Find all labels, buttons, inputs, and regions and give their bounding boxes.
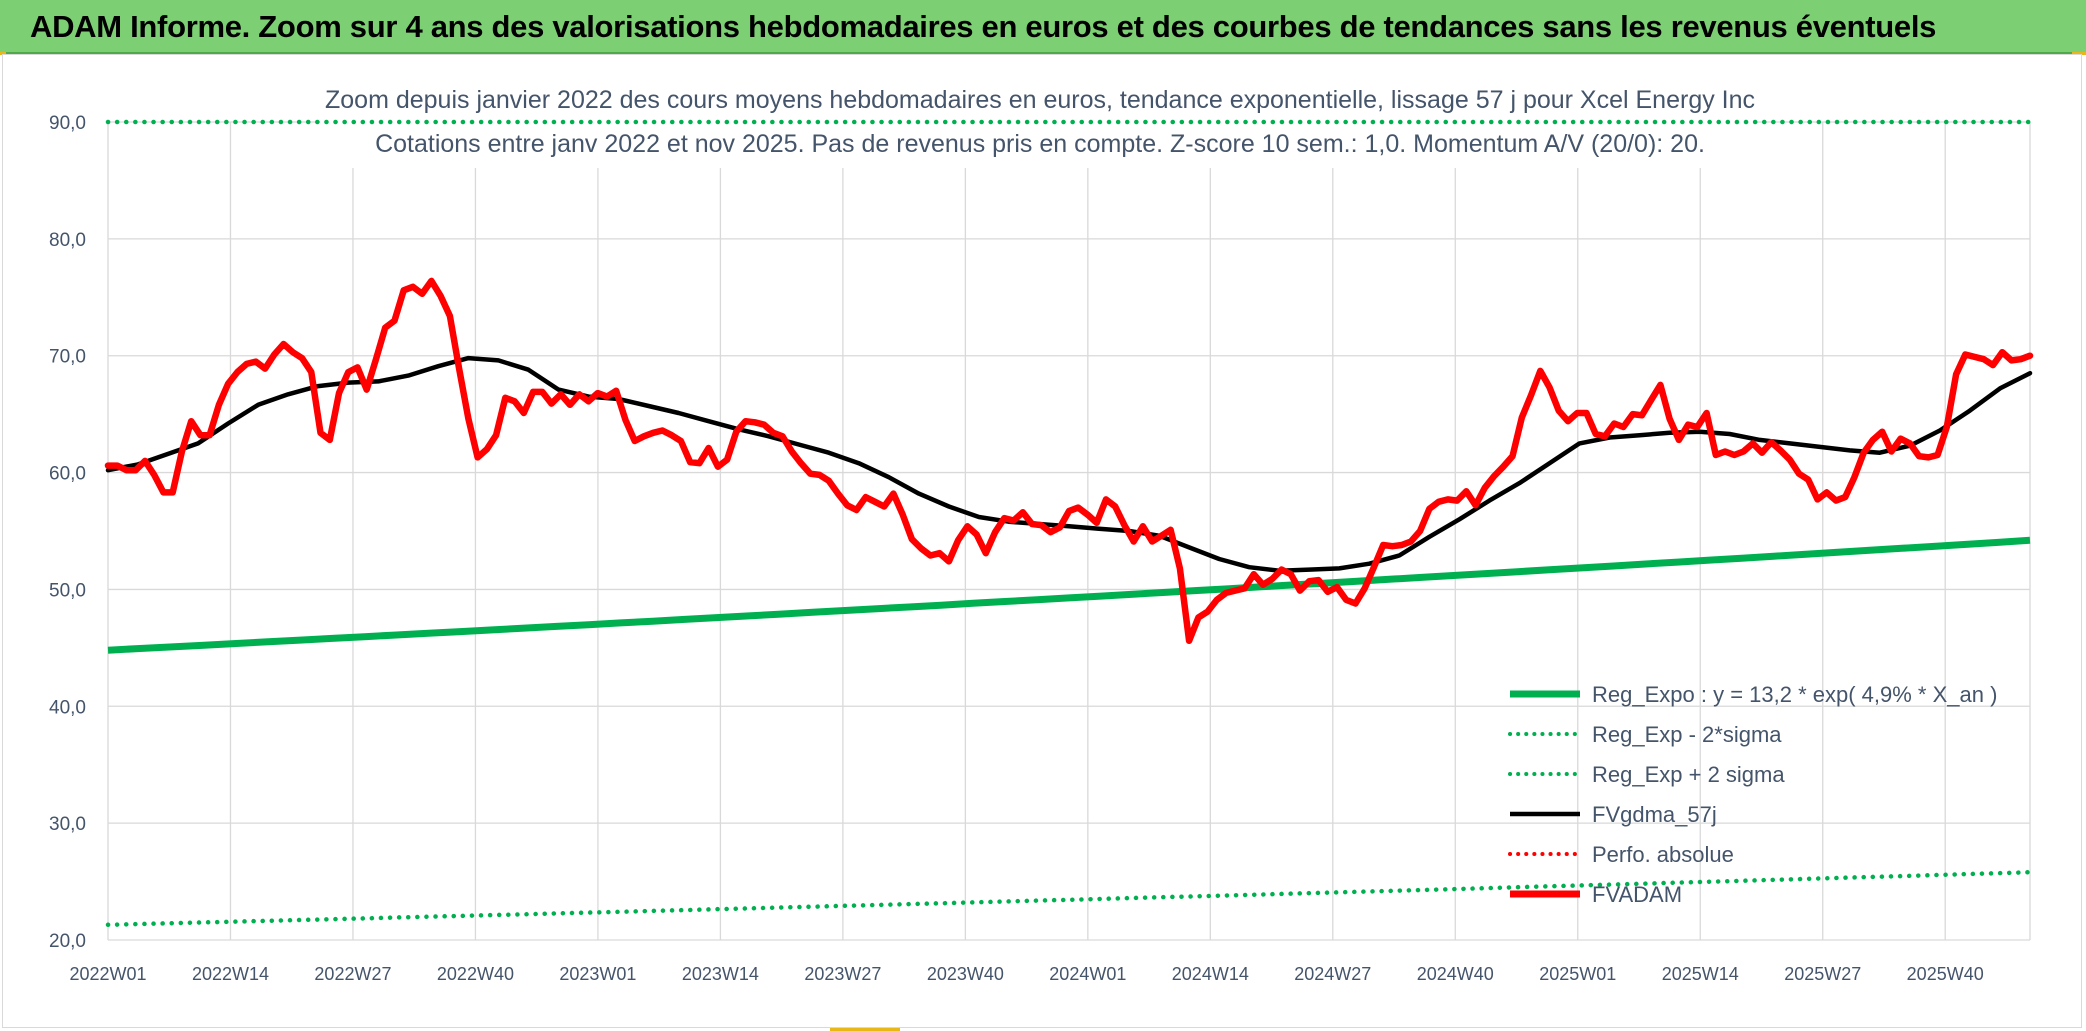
edge-mark-bottom — [830, 1027, 900, 1031]
y-axis: 20,0 30,0 40,0 50,0 60,0 70,0 80,0 90,0 — [49, 113, 86, 952]
y-tick-label: 30,0 — [49, 814, 86, 835]
report-title: ADAM Informe. Zoom sur 4 ans des valoris… — [30, 9, 1937, 44]
series-line — [105, 355, 2033, 573]
series-line — [104, 277, 2034, 645]
x-tick-label: 2024W01 — [1049, 964, 1126, 984]
x-axis: 2022W01 2022W14 2022W27 2022W40 2023W01 2023W… — [69, 964, 1983, 984]
y-tick-label: 20,0 — [49, 931, 86, 952]
series-line — [107, 536, 2031, 654]
x-tick-label: 2023W01 — [559, 964, 636, 984]
x-tick-label: 2024W27 — [1294, 964, 1371, 984]
legend-label: Reg_Expo : y = 13,2 * exp( 4,9% * X_an ) — [1592, 682, 1997, 707]
x-tick-label: 2025W01 — [1539, 964, 1616, 984]
y-tick-label: 50,0 — [49, 580, 86, 601]
legend: Reg_Expo : y = 13,2 * exp( 4,9% * X_an )… — [1508, 682, 1997, 907]
x-tick-label: 2023W40 — [927, 964, 1004, 984]
x-tick-label: 2024W40 — [1417, 964, 1494, 984]
y-tick-label: 70,0 — [49, 347, 86, 368]
x-tick-label: 2025W40 — [1907, 964, 1984, 984]
x-tick-label: 2022W40 — [437, 964, 514, 984]
legend-label: Reg_Exp + 2 sigma — [1592, 762, 1785, 787]
x-tick-label: 2022W27 — [314, 964, 391, 984]
edge-mark-left — [0, 52, 6, 55]
y-tick-label: 90,0 — [49, 113, 86, 134]
legend-label: Perfo. absolue — [1592, 842, 1734, 867]
legend-label: FVADAM — [1592, 882, 1682, 907]
y-tick-label: 60,0 — [49, 464, 86, 485]
x-tick-label: 2023W27 — [804, 964, 881, 984]
y-tick-label: 80,0 — [49, 230, 86, 251]
chart-title: Zoom depuis janvier 2022 des cours moyen… — [325, 86, 1755, 114]
x-tick-label: 2023W14 — [682, 964, 759, 984]
x-tick-label: 2022W01 — [69, 964, 146, 984]
x-tick-label: 2022W14 — [192, 964, 269, 984]
chart-frame — [2, 54, 2082, 1028]
legend-label: Reg_Exp - 2*sigma — [1592, 722, 1782, 747]
y-tick-label: 40,0 — [49, 697, 86, 718]
x-tick-label: 2024W14 — [1172, 964, 1249, 984]
series-lines — [104, 119, 2034, 928]
series-line — [105, 869, 2033, 928]
x-tick-label: 2025W14 — [1662, 964, 1739, 984]
legend-label: FVgdma_57j — [1592, 802, 1717, 827]
edge-mark-right — [2072, 52, 2086, 55]
chart-subtitle: Cotations entre janv 2022 et nov 2025. P… — [375, 130, 1705, 158]
report-banner: ADAM Informe. Zoom sur 4 ans des valoris… — [0, 0, 2086, 54]
grid-lines — [107, 121, 2031, 941]
x-tick-label: 2025W27 — [1784, 964, 1861, 984]
